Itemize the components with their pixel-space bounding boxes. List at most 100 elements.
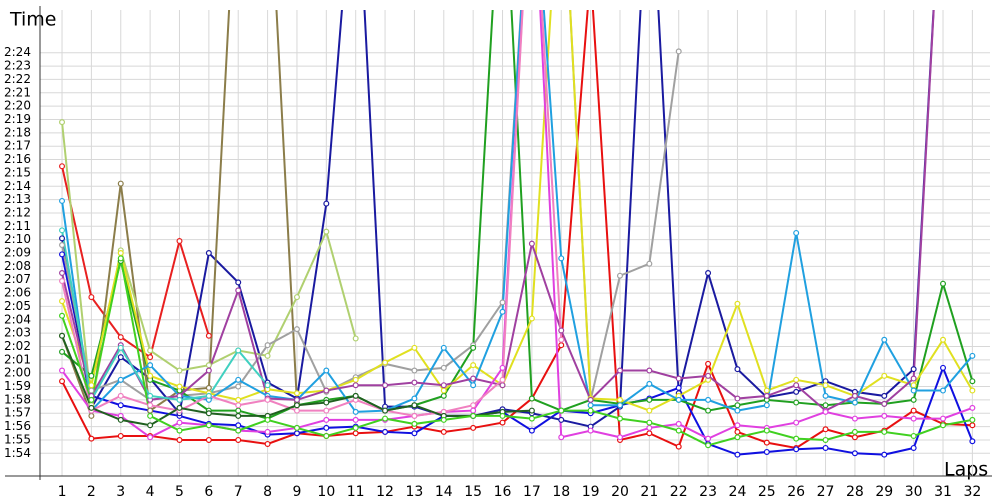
point	[117, 354, 124, 361]
y-tick-label: 2:11	[4, 219, 31, 233]
point	[499, 299, 506, 306]
point	[176, 237, 183, 244]
y-tick-label: 2:10	[4, 232, 31, 246]
x-axis-label: Laps	[944, 459, 988, 481]
point	[235, 376, 242, 383]
point	[117, 376, 124, 383]
point	[323, 200, 330, 207]
x-tick-label: 24	[729, 484, 747, 500]
point	[616, 396, 623, 403]
y-tick-label: 2:21	[4, 85, 31, 99]
x-tick-label: 27	[817, 484, 835, 500]
point	[763, 392, 770, 399]
point	[940, 336, 947, 343]
point	[705, 396, 712, 403]
point	[528, 407, 535, 414]
point	[851, 415, 858, 422]
point	[763, 448, 770, 455]
point	[558, 255, 565, 262]
point	[675, 48, 682, 55]
point	[176, 383, 183, 390]
point	[235, 383, 242, 390]
point	[646, 424, 653, 431]
y-tick-label: 2:04	[4, 312, 31, 326]
y-tick-label: 2:16	[4, 152, 31, 166]
point	[528, 427, 535, 434]
point	[235, 412, 242, 419]
point	[969, 422, 976, 429]
point	[705, 435, 712, 442]
y-tick-label: 2:08	[4, 259, 31, 273]
point	[910, 407, 917, 414]
point	[147, 402, 154, 409]
point	[881, 428, 888, 435]
point	[264, 416, 271, 423]
point	[235, 402, 242, 409]
point	[88, 396, 95, 403]
point	[499, 376, 506, 383]
point	[59, 235, 66, 242]
point	[147, 347, 154, 354]
y-tick-label: 2:02	[4, 339, 31, 353]
point	[59, 332, 66, 339]
point	[411, 430, 418, 437]
point	[499, 412, 506, 419]
x-tick-label: 17	[523, 484, 541, 500]
point	[117, 334, 124, 341]
series-line	[61, 10, 563, 417]
point	[117, 402, 124, 409]
point	[470, 382, 477, 389]
x-tick-label: 7	[234, 484, 243, 500]
point	[940, 415, 947, 422]
point	[587, 407, 594, 414]
series-line	[61, 10, 974, 412]
point	[382, 407, 389, 414]
point	[705, 442, 712, 449]
point	[352, 392, 359, 399]
point	[910, 382, 917, 389]
point	[411, 412, 418, 419]
point	[940, 364, 947, 371]
point	[59, 312, 66, 319]
point	[323, 407, 330, 414]
point	[793, 435, 800, 442]
point	[440, 344, 447, 351]
point	[499, 382, 506, 389]
x-tick-label: 5	[175, 484, 184, 500]
point	[205, 436, 212, 443]
y-tick-label: 2:07	[4, 272, 31, 286]
point	[293, 402, 300, 409]
y-tick-label: 2:19	[4, 112, 31, 126]
x-tick-label: 9	[292, 484, 301, 500]
point	[969, 378, 976, 385]
point	[264, 382, 271, 389]
point	[587, 396, 594, 403]
point	[147, 407, 154, 414]
point	[793, 388, 800, 395]
point	[59, 227, 66, 234]
x-tick-label: 28	[846, 484, 864, 500]
point	[440, 416, 447, 423]
point	[881, 400, 888, 407]
point	[323, 228, 330, 235]
x-tick-label: 20	[611, 484, 629, 500]
y-tick-label: 2:12	[4, 205, 31, 219]
point	[675, 420, 682, 427]
x-tick-label: 19	[582, 484, 600, 500]
y-tick-label: 1:59	[4, 379, 31, 393]
point	[88, 412, 95, 419]
point	[499, 364, 506, 371]
series-line	[61, 230, 269, 403]
y-tick-label: 2:22	[4, 72, 31, 86]
point	[734, 451, 741, 458]
point	[881, 372, 888, 379]
point	[558, 342, 565, 349]
point	[440, 392, 447, 399]
point	[323, 399, 330, 406]
point	[646, 260, 653, 267]
point	[646, 419, 653, 426]
point	[205, 410, 212, 417]
point	[470, 402, 477, 409]
point	[59, 163, 66, 170]
point	[969, 352, 976, 359]
